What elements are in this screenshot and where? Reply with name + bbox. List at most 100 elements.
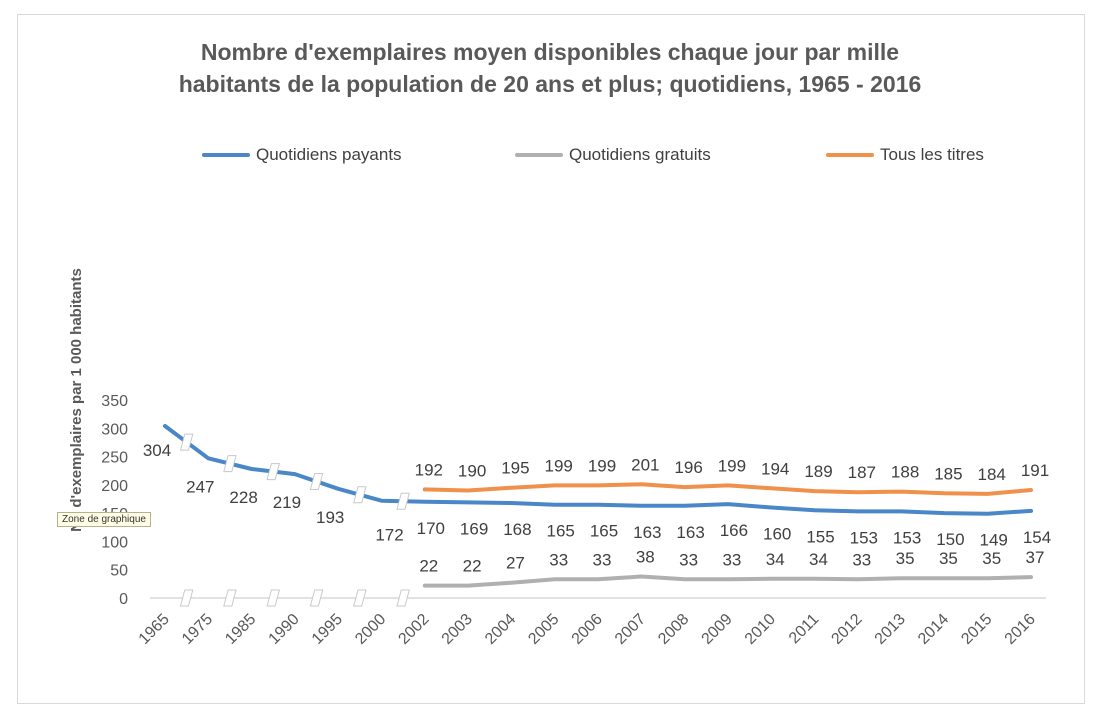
legend-swatch bbox=[515, 153, 563, 157]
y-tick-label: 100 bbox=[101, 534, 128, 551]
x-tick-label: 2008 bbox=[655, 611, 692, 648]
data-label-paid: 247 bbox=[186, 477, 214, 496]
chart-area-tooltip: Zone de graphique bbox=[57, 512, 151, 527]
data-label-paid: 153 bbox=[850, 528, 878, 547]
y-tick-label: 50 bbox=[110, 563, 128, 580]
data-label-paid: 193 bbox=[316, 508, 344, 527]
data-label-paid: 169 bbox=[460, 519, 488, 538]
series-break-marker bbox=[353, 486, 367, 504]
data-label-paid: 163 bbox=[633, 523, 661, 542]
data-label-free: 37 bbox=[1026, 548, 1045, 567]
data-label-free: 35 bbox=[939, 549, 958, 568]
data-label-paid: 150 bbox=[936, 530, 964, 549]
data-label-total: 185 bbox=[934, 464, 962, 483]
axis-break-marker bbox=[309, 589, 324, 607]
data-label-free: 33 bbox=[722, 550, 741, 569]
y-tick-label: 0 bbox=[119, 591, 128, 608]
y-tick-label: 300 bbox=[101, 421, 128, 438]
x-tick-label: 2003 bbox=[439, 611, 476, 648]
series-break-marker bbox=[266, 463, 281, 481]
data-label-total: 194 bbox=[761, 459, 789, 478]
x-tick-label: 1975 bbox=[179, 611, 216, 648]
data-label-free: 34 bbox=[766, 550, 785, 569]
x-tick-label: 2013 bbox=[872, 611, 909, 648]
chart-title-line-1: Nombre d'exemplaires moyen disponibles c… bbox=[200, 39, 900, 65]
data-label-total: 192 bbox=[415, 460, 443, 479]
axis-break-marker bbox=[396, 589, 410, 607]
legend-label: Quotidiens gratuits bbox=[569, 145, 711, 164]
data-label-paid: 219 bbox=[273, 493, 301, 512]
axis-break-marker bbox=[266, 589, 281, 607]
data-label-total: 191 bbox=[1021, 461, 1049, 480]
data-label-paid: 170 bbox=[417, 519, 445, 538]
data-label-free: 35 bbox=[896, 549, 915, 568]
data-label-paid: 165 bbox=[590, 522, 618, 541]
data-label-paid: 304 bbox=[143, 441, 171, 460]
axis-break-marker bbox=[353, 589, 367, 607]
data-label-total: 201 bbox=[631, 455, 659, 474]
x-tick-label: 1985 bbox=[222, 611, 259, 648]
data-label-free: 33 bbox=[549, 550, 568, 569]
data-label-paid: 154 bbox=[1023, 528, 1051, 547]
chart-title-line-2: habitants de la population de 20 ans et … bbox=[178, 71, 922, 97]
series-line-2 bbox=[422, 574, 1033, 588]
x-tick-label: 2016 bbox=[1002, 611, 1039, 648]
x-tick-label: 2010 bbox=[742, 611, 779, 648]
series-line-1 bbox=[163, 424, 1033, 516]
data-label-free: 27 bbox=[506, 554, 525, 573]
data-label-paid: 165 bbox=[547, 522, 575, 541]
data-label-paid: 149 bbox=[980, 531, 1008, 550]
data-label-total: 188 bbox=[891, 463, 919, 482]
data-label-total: 199 bbox=[588, 456, 616, 475]
legend-swatch bbox=[826, 153, 874, 157]
legend-item-tous-les-titres[interactable]: Tous les titres bbox=[826, 140, 984, 170]
data-label-free: 22 bbox=[419, 557, 438, 576]
x-tick-label: 2009 bbox=[699, 611, 736, 648]
data-label-total: 195 bbox=[501, 459, 529, 478]
data-label-total: 184 bbox=[978, 465, 1006, 484]
data-label-total: 187 bbox=[848, 463, 876, 482]
chart-title: Nombre d'exemplaires moyen disponibles c… bbox=[0, 36, 1100, 100]
data-label-free: 33 bbox=[679, 550, 698, 569]
x-tick-label: 1995 bbox=[309, 611, 346, 648]
y-axis-title: Nb d'exemplaires par 1 000 habitants bbox=[68, 268, 85, 532]
data-label-total: 199 bbox=[718, 456, 746, 475]
x-tick-label: 1965 bbox=[136, 611, 173, 648]
data-label-free: 33 bbox=[593, 550, 612, 569]
x-tick-label: 2006 bbox=[569, 611, 606, 648]
x-tick-label: 2002 bbox=[395, 611, 432, 648]
data-label-total: 199 bbox=[545, 456, 573, 475]
x-tick-label: 2007 bbox=[612, 611, 649, 648]
data-label-free: 38 bbox=[636, 548, 655, 567]
data-label-free: 33 bbox=[852, 550, 871, 569]
x-tick-label: 2004 bbox=[482, 611, 519, 648]
legend-item-quotidiens-payants[interactable]: Quotidiens payants bbox=[202, 140, 402, 170]
x-tick-label: 2011 bbox=[786, 611, 822, 647]
series-line-3 bbox=[422, 482, 1033, 496]
data-label-free: 35 bbox=[982, 549, 1001, 568]
x-tick-label: 2014 bbox=[915, 611, 952, 648]
axis-break-marker bbox=[179, 589, 194, 607]
y-tick-label: 200 bbox=[101, 478, 128, 495]
y-tick-label: 350 bbox=[101, 393, 128, 410]
x-tick-label: 2005 bbox=[525, 611, 562, 648]
x-tick-label: 2000 bbox=[352, 611, 389, 648]
legend-swatch bbox=[202, 153, 250, 157]
series-break-marker bbox=[179, 433, 194, 451]
series-break-marker bbox=[223, 455, 237, 473]
series-break-marker bbox=[309, 472, 324, 490]
legend-item-quotidiens-gratuits[interactable]: Quotidiens gratuits bbox=[515, 140, 711, 170]
data-label-total: 196 bbox=[674, 458, 702, 477]
x-tick-label: 1990 bbox=[266, 611, 303, 648]
data-label-free: 34 bbox=[809, 550, 828, 569]
data-label-paid: 228 bbox=[229, 488, 257, 507]
x-tick-label: 2012 bbox=[828, 611, 865, 648]
legend: Quotidiens payants Quotidiens gratuits T… bbox=[0, 140, 1100, 170]
legend-label: Quotidiens payants bbox=[256, 145, 402, 164]
legend-label: Tous les titres bbox=[880, 145, 984, 164]
axis-break-marker bbox=[223, 589, 237, 607]
data-label-paid: 155 bbox=[806, 527, 834, 546]
data-label-paid: 160 bbox=[763, 524, 791, 543]
data-label-total: 190 bbox=[458, 462, 486, 481]
